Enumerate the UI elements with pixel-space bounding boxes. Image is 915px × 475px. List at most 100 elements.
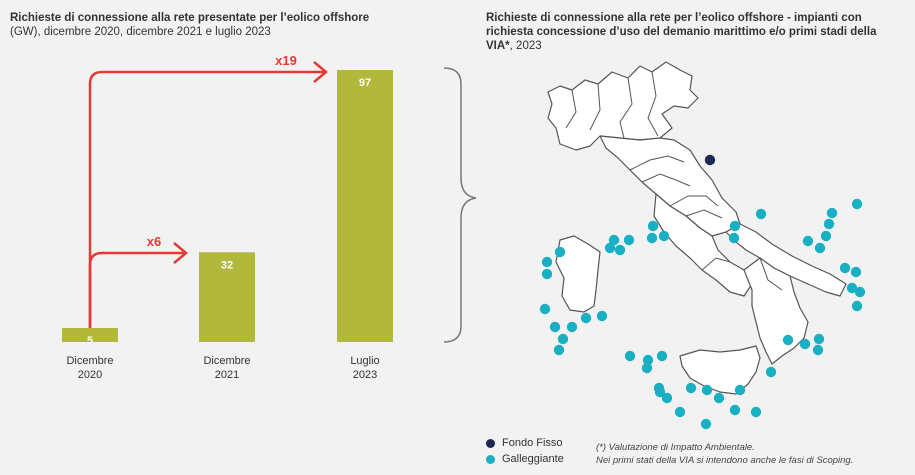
italy-map [547,61,847,395]
region-lazio-campania [653,193,753,297]
growth-arrow-head-1 [313,61,328,83]
region-border-8 [701,257,731,271]
region-border-9 [759,257,783,291]
floating-marker-26 [839,262,851,274]
floating-marker-27 [850,266,862,278]
region-border-1 [619,77,633,139]
category-label-1-1: 2021 [215,369,239,381]
floating-marker-31 [813,333,825,345]
floating-marker-21 [814,242,826,254]
floating-marker-38 [656,350,668,362]
floating-marker-23 [823,218,835,230]
right-map-title: Richieste di connessione alla rete per l… [486,11,906,53]
left-title-bold: Richieste di connessione alla rete prese… [10,12,370,24]
category-label-0-0: Dicembre [66,355,113,367]
growth-arrow-line-1 [88,70,326,328]
map-legend: Fondo Fisso Galleggiante [486,435,564,467]
floating-marker-48 [734,384,746,396]
bar-0 [62,327,118,342]
legend-label-fixed: Fondo Fisso [502,437,563,449]
region-border-2 [647,71,659,137]
fixed-marker-0 [704,154,716,166]
region-puglia [725,223,847,297]
floating-marker-39 [641,362,653,374]
floating-marker-16 [553,344,565,356]
floating-marker-36 [624,350,636,362]
floating-marker-43 [685,382,697,394]
footnote-line1: (*) Valutazione di Impatto Ambientale. [596,442,755,453]
legend-item-fixed: Fondo Fisso [486,435,564,451]
floating-marker-32 [799,338,811,350]
floating-marker-13 [580,312,592,324]
growth-arrow-head-0 [173,242,188,264]
floating-marker-44 [701,384,713,396]
floating-marker-49 [700,418,712,430]
floating-marker-6 [614,244,626,256]
floating-marker-12 [566,321,578,333]
floating-marker-47 [750,406,762,418]
growth-label-1: x19 [275,53,297,68]
floating-marker-37 [642,354,654,366]
fixed-bottom-icon [486,438,495,448]
bar-value-label-0: 5 [87,335,93,347]
floating-marker-25 [851,198,863,210]
growth-arrows: x6 x19 [88,53,328,328]
region-border-6 [669,195,719,207]
floating-marker-35 [765,366,777,378]
footnote: (*) Valutazione di Impatto Ambientale. N… [596,441,906,467]
floating-marker-50 [654,386,666,398]
floating-marker-41 [661,392,673,404]
region-sicily [679,345,761,395]
region-border-3 [565,89,577,129]
brace [443,67,477,343]
category-label-2-1: 2023 [353,369,377,381]
region-mainland-north [547,61,699,151]
floating-marker-4 [623,234,635,246]
floating-marker-14 [596,310,608,322]
floating-marker-29 [854,286,866,298]
category-label-2-0: Luglio [350,355,379,367]
region-border-0 [589,83,601,131]
wind-farm-markers [539,154,866,430]
floating-marker-15 [557,333,569,345]
floating-marker-8 [541,256,553,268]
floating-marker-11 [549,321,561,333]
region-sardinia [555,235,601,313]
bar-1 [199,252,255,342]
category-label-1-0: Dicembre [203,355,250,367]
growth-label-0: x6 [147,234,161,249]
growth-arrow-line-0 [88,251,186,328]
floating-marker-20 [802,235,814,247]
right-title-bold: Richieste di connessione alla rete per l… [486,12,877,52]
floating-marker-0 [647,220,659,232]
floating-marker-46 [729,404,741,416]
floating-marker-28 [846,282,858,294]
floating-marker-42 [674,406,686,418]
floating-marker-24 [820,230,832,242]
region-border-5 [641,173,691,187]
left-title-normal: (GW), dicembre 2020, dicembre 2021 e lug… [10,26,271,38]
floating-marker-30 [851,300,863,312]
footnote-line2: Nei primi stati della VIA si intendono a… [596,455,854,466]
floating-icon [486,454,495,464]
floating-marker-2 [646,232,658,244]
bar-2 [337,70,393,342]
floating-marker-1 [658,230,670,242]
bar-value-label-2: 97 [359,77,371,89]
right-title-normal: , 2023 [509,40,542,52]
bar-value-label-1: 32 [221,259,233,271]
category-label-0-1: 2020 [78,369,102,381]
floating-marker-3 [608,234,620,246]
legend-label-floating: Galleggiante [502,453,564,465]
floating-marker-5 [604,242,616,254]
left-chart-title: Richieste di connessione alla rete prese… [10,11,400,39]
floating-marker-7 [554,246,566,258]
region-border-7 [685,209,723,219]
floating-marker-9 [541,268,553,280]
floating-marker-34 [782,334,794,346]
floating-marker-45 [713,392,725,404]
floating-marker-22 [826,207,838,219]
floating-marker-10 [539,303,551,315]
floating-marker-33 [812,344,824,356]
